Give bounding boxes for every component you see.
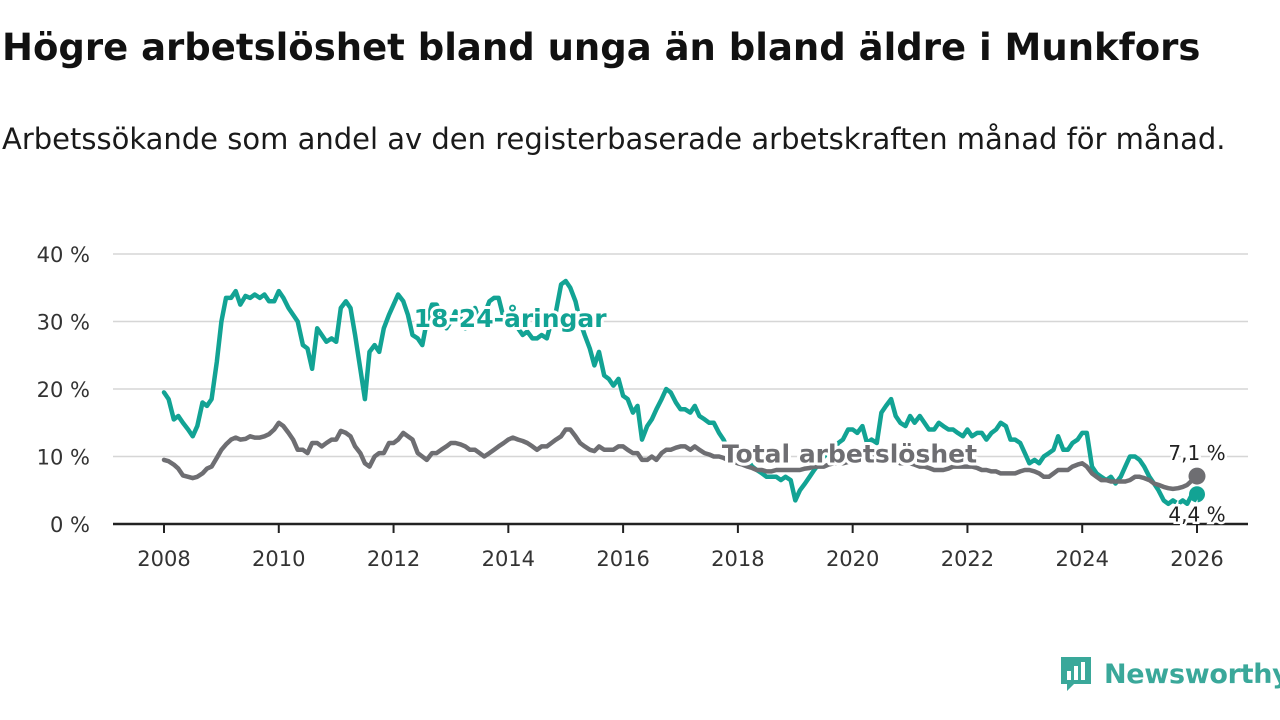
x-tick-label: 2012: [367, 547, 420, 571]
y-tick-label: 30 %: [37, 311, 90, 335]
gridlines: [113, 253, 1248, 458]
chart-labels: 7,1 % 4,4 % 18-24-åringar Total arbetslöshe…: [411, 301, 1228, 529]
y-tick-label: 10 %: [37, 446, 90, 470]
y-tick-label: 0 %: [50, 513, 90, 537]
y-tick-label: 40 %: [37, 243, 90, 267]
x-tick-label: 2024: [1055, 547, 1108, 571]
x-tick-label: 2026: [1170, 547, 1223, 571]
newsworthy-logo: Newsworthy: [1058, 654, 1280, 694]
x-tick-label: 2008: [137, 547, 190, 571]
chart-subtitle: Arbetssökande som andel av den registerb…: [2, 122, 1226, 156]
newsworthy-logo-icon: [1061, 657, 1091, 691]
x-tick-label: 2010: [252, 547, 305, 571]
chart-title: Högre arbetslöshet bland unga än bland ä…: [2, 26, 1201, 69]
x-tick-label: 2016: [596, 547, 649, 571]
end-value-total: 7,1 %: [1168, 441, 1225, 465]
series-line-18-24: [161, 278, 1200, 507]
brand-name: Newsworthy: [1104, 658, 1280, 690]
axes: 0 % 10 % 20 % 30 % 40 % 2008 2010 2012 2014 2016 2…: [37, 243, 1248, 571]
y-tick-label: 20 %: [37, 378, 90, 402]
x-tick-label: 2014: [482, 547, 535, 571]
series-lines: [161, 278, 1206, 507]
series-label-18-24: 18-24-åringar: [414, 304, 608, 333]
series-label-total: Total arbetslöshet: [722, 440, 977, 469]
x-tick-label: 2022: [941, 547, 994, 571]
series-line-total: [161, 420, 1200, 492]
x-tick-label: 2020: [826, 547, 879, 571]
end-value-18-24: 4,4 %: [1168, 502, 1225, 526]
x-tick-label: 2018: [711, 547, 764, 571]
end-marker-18-24: [1189, 486, 1205, 503]
end-marker-total: [1188, 467, 1206, 485]
